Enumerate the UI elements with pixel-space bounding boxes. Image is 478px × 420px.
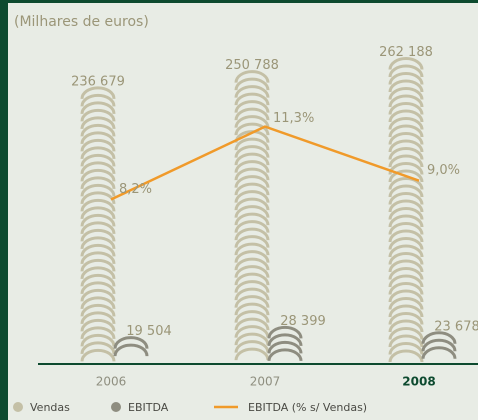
chart-title: (Milhares de euros): [14, 14, 149, 30]
coin-stack: [267, 325, 303, 362]
legend-label: Vendas: [30, 401, 70, 414]
data-label: 23 678: [434, 319, 478, 334]
legend-swatch: [111, 402, 121, 412]
x-tick-label: 2008: [402, 375, 435, 389]
legend-swatch: [13, 402, 23, 412]
x-tick-label: 2007: [250, 375, 281, 389]
data-label: 8,2%: [119, 182, 152, 197]
legend-label: EBITDA (% s/ Vendas): [248, 401, 367, 414]
coin-stack: [80, 86, 116, 362]
data-label: 236 679: [71, 74, 125, 89]
data-label: 9,0%: [427, 163, 460, 178]
coin-stack: [388, 56, 424, 363]
data-label: 250 788: [225, 58, 279, 73]
data-label: 262 188: [379, 45, 433, 60]
x-tick-label: 2006: [96, 375, 127, 389]
coin-stack: [421, 331, 457, 359]
line: [110, 125, 420, 201]
data-label: 11,3%: [273, 111, 314, 126]
legend-label: EBITDA: [128, 401, 169, 414]
data-label: 19 504: [126, 324, 172, 339]
coin-stack: [113, 336, 149, 357]
data-label: 28 399: [280, 314, 326, 329]
